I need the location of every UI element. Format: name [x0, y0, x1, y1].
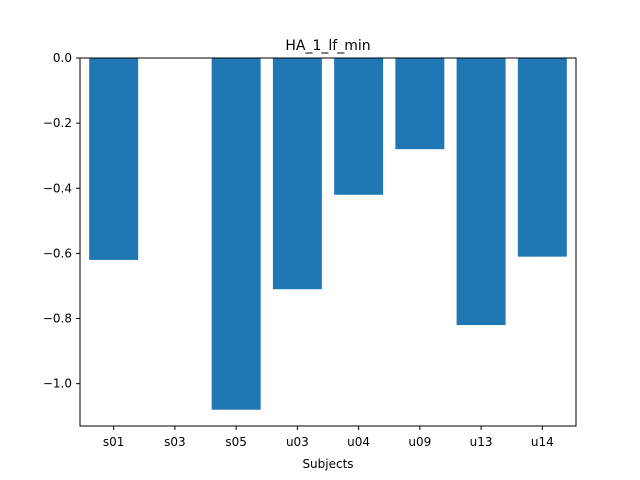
x-tick-label-u14: u14	[531, 435, 554, 449]
bar-u04	[334, 58, 384, 195]
y-tick-label: −0.8	[43, 312, 72, 326]
plot-frame	[79, 57, 577, 427]
x-axis: s01 s03 s05 u03 u04 u09 u13 u14	[103, 426, 554, 449]
chart-title: HA_1_lf_min	[285, 38, 370, 54]
x-tick-label-s01: s01	[103, 435, 125, 449]
bar-u13	[456, 58, 506, 326]
x-tick-label-u03: u03	[286, 435, 309, 449]
x-tick-label-u04: u04	[347, 435, 370, 449]
y-axis: 0.0 −0.2 −0.4 −0.6 −0.8 −1.0	[43, 51, 80, 391]
y-tick-label: −0.2	[43, 116, 72, 130]
bar-u14	[517, 58, 567, 257]
x-tick-label-u09: u09	[408, 435, 431, 449]
y-tick-label: −1.0	[43, 377, 72, 391]
bar-u09	[395, 58, 445, 150]
y-tick-label: −0.6	[43, 246, 72, 260]
x-tick-label-u13: u13	[470, 435, 493, 449]
bars-group	[89, 58, 567, 410]
bar-s05	[211, 58, 261, 410]
x-tick-label-s05: s05	[225, 435, 247, 449]
bar-u03	[272, 58, 322, 290]
x-tick-label-s03: s03	[164, 435, 186, 449]
y-tick-label: 0.0	[53, 51, 72, 65]
x-axis-label: Subjects	[302, 457, 353, 471]
y-tick-label: −0.4	[43, 181, 72, 195]
bar-s01	[89, 58, 139, 260]
